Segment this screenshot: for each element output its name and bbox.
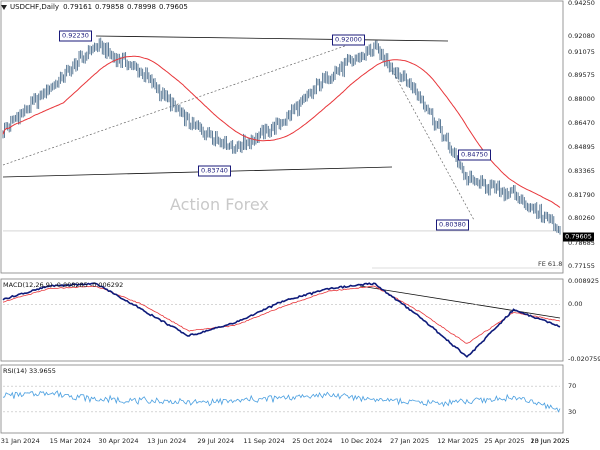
date-axis-tick: 10 Jun 2025: [530, 437, 570, 445]
watermark-text: Action Forex: [170, 195, 269, 214]
level-box-high-2: 0.92000: [332, 34, 365, 46]
date-axis-tick: 29 Jul 2024: [197, 437, 235, 445]
date-axis-tick: 10 Dec 2024: [340, 437, 383, 445]
price-axis-tick: 0.91075: [568, 47, 595, 56]
macd-axis-tick: 0.00: [568, 300, 583, 309]
price-bars: [2, 37, 561, 235]
channel-bottom-line: [2, 166, 393, 178]
quote-open: 0.79161: [63, 3, 93, 11]
fe-label: FE 61.8: [538, 260, 563, 268]
symbol-header: USDCHF,Daily 0.79161 0.79858 0.78998 0.7…: [1, 1, 191, 13]
date-axis-tick: 13 Jun 2024: [147, 437, 187, 445]
rsi-main-line: [2, 390, 561, 413]
macd-axis-tick: -0.020759: [568, 355, 600, 363]
price-axis-tick: 0.83365: [568, 166, 595, 175]
price-axis-tick: 0.77155: [568, 262, 595, 271]
date-axis-tick: 31 Jan 2024: [0, 437, 40, 445]
quote-low: 0.78998: [126, 3, 156, 11]
price-axis-tick: 0.80260: [568, 214, 595, 223]
quote-high: 0.79858: [95, 3, 124, 11]
moving-average: [2, 55, 561, 208]
pane-frames: [0, 0, 564, 434]
price-axis-tick: 0.92080: [568, 32, 595, 41]
date-axis-tick: 25 Apr 2025: [484, 437, 525, 445]
channel-top-line: [95, 35, 449, 42]
trendlines: [2, 35, 561, 319]
price-axis-tick: 0.88000: [568, 95, 595, 104]
price-axis-tick: 0.94250: [568, 0, 595, 7]
price-axis-tick: 0.81790: [568, 190, 595, 199]
date-axis-tick: 25 Oct 2024: [292, 437, 333, 445]
level-box-low-2: 0.80380: [436, 219, 469, 231]
macd-axis-tick: 0.008925: [568, 277, 600, 285]
date-axis-tick: 23 Jun 2025: [530, 437, 570, 445]
rsi-line: [2, 385, 561, 413]
macd-signal-line: [2, 285, 561, 344]
level-box-high-1: 0.92230: [59, 30, 92, 42]
level-box-low-1: 0.83740: [198, 165, 231, 177]
last-price-tag: 0.79605: [563, 232, 594, 242]
quote-close: 0.79605: [158, 3, 188, 11]
macd-trend-line: [359, 285, 561, 319]
rsi-title: RSI(14) 33.9655: [3, 367, 56, 375]
projection-line-1: [2, 39, 363, 166]
date-axis-tick: 15 Mar 2024: [49, 437, 91, 445]
price-axis-tick: 0.89575: [568, 71, 595, 79]
price-axis-tick: 0.84895: [568, 143, 595, 152]
date-axis-tick: 11 Sep 2024: [243, 437, 285, 445]
level-box-high-3: 0.84750: [458, 149, 491, 161]
symbol-name: USDCHF,Daily: [10, 3, 60, 11]
macd-lines: [2, 282, 561, 358]
macd-title: MACD(12,26,9) -0.008285 -0.006292: [3, 281, 124, 289]
price-axis-tick: 0.78685: [568, 238, 595, 247]
projection-line-2: [391, 69, 475, 221]
rsi-axis-tick: 70: [568, 382, 577, 391]
date-axis-tick: 30 Apr 2024: [98, 437, 139, 445]
date-axis-tick: 27 Jan 2025: [390, 437, 430, 445]
date-axis-tick: 12 Mar 2025: [437, 437, 479, 445]
price-axis-tick: 0.86470: [568, 118, 595, 127]
rsi-axis-tick: 30: [568, 407, 577, 416]
macd-main-line: [2, 282, 561, 358]
ma-line: [2, 55, 561, 208]
level-lines: [3, 230, 560, 269]
chevron-down-icon[interactable]: [1, 4, 7, 10]
